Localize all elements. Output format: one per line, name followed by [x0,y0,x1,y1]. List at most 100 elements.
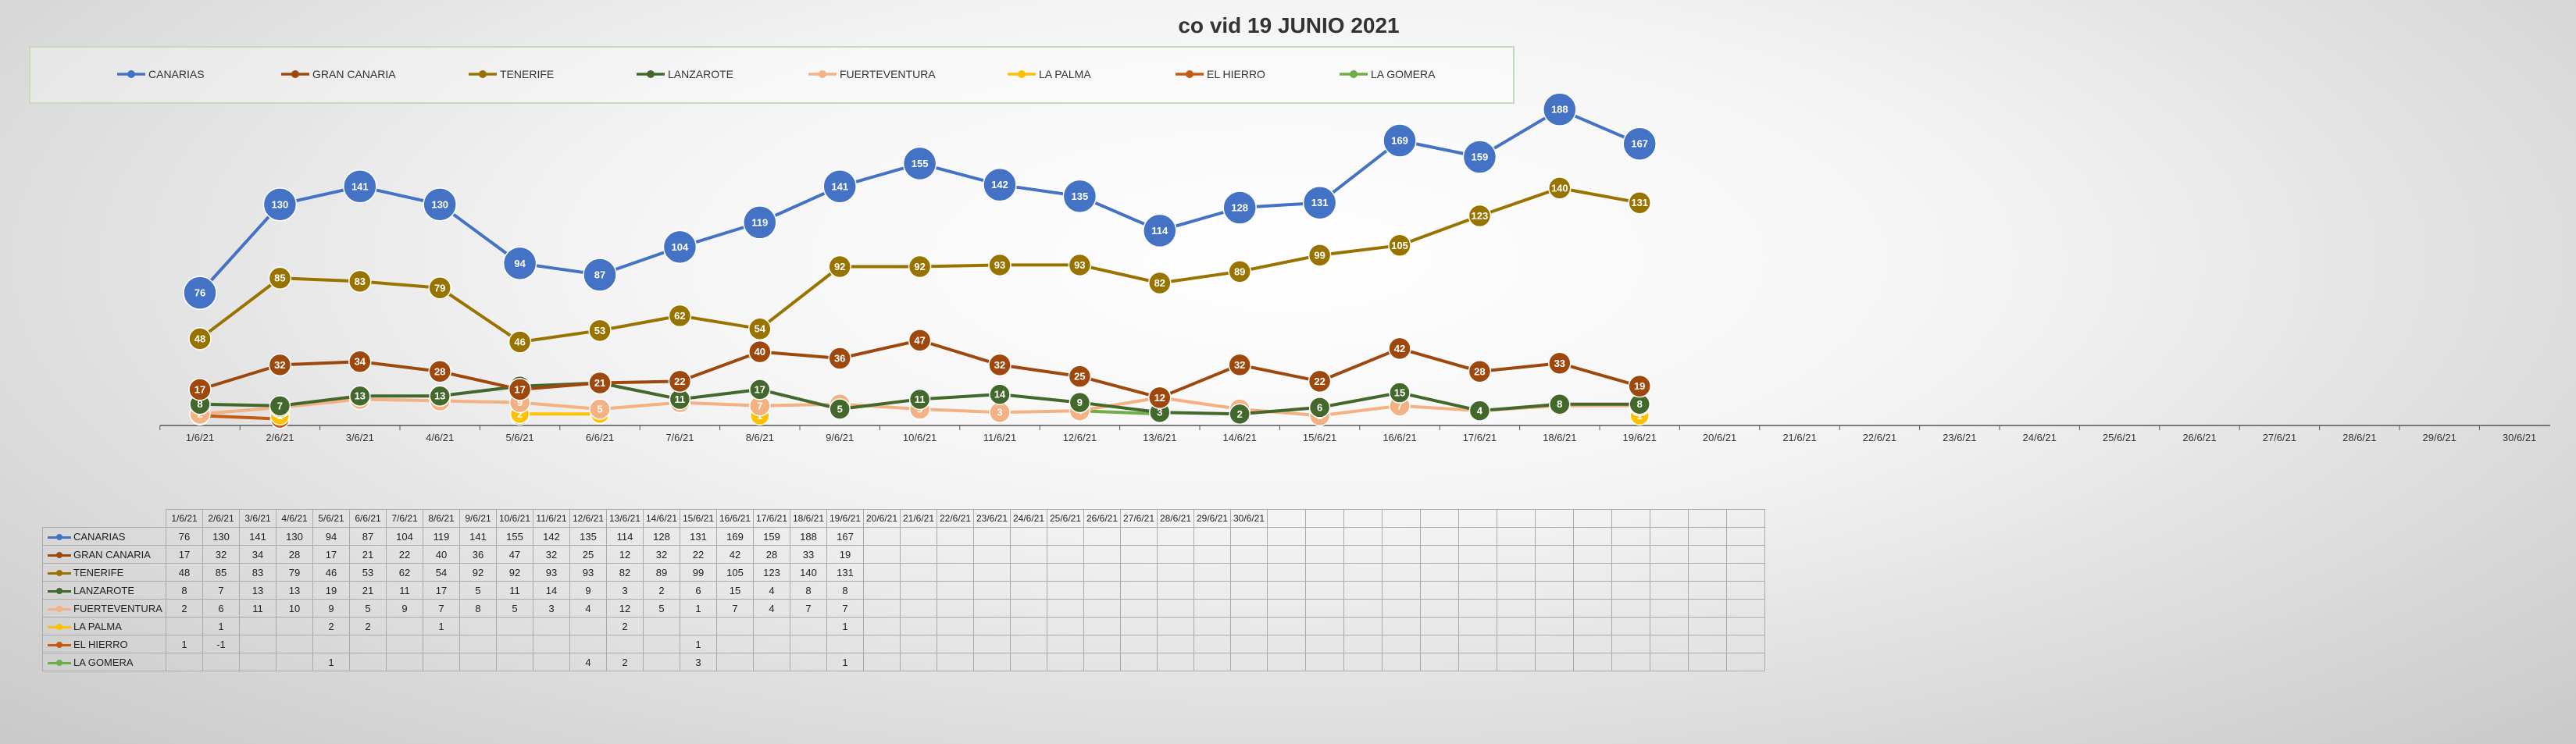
table-cell [863,599,901,618]
data-point [743,205,777,240]
table-cell [1573,527,1612,546]
table-cell [1230,563,1268,582]
table-cell [1267,599,1306,618]
x-tick-label: 30/6/21 [2503,432,2536,443]
table-cell: 62 [386,563,423,582]
data-label: 169 [1391,135,1408,147]
x-tick-label: 19/6/21 [1623,432,1657,443]
x-tick-label: 23/6/21 [1943,432,1976,443]
table-header-cell: 28/6/21 [1157,509,1194,528]
table-header-cell: 9/6/21 [459,509,497,528]
table-cell [1305,635,1344,653]
table-cell [1010,527,1047,546]
table-legend-key [48,569,71,577]
table-cell [1420,563,1459,582]
table-cell: 92 [496,563,533,582]
data-label: 104 [672,241,689,253]
table-cell [1120,581,1158,600]
data-point [908,329,932,352]
table-header-cell: 29/6/21 [1193,509,1231,528]
data-point [269,395,291,417]
table-cell [1382,545,1421,564]
table-row-label: TENERIFE [42,563,166,582]
data-label: 87 [594,269,605,281]
legend-item-el-hierro: EL HIERRO [1176,68,1265,80]
x-tick-label: 29/6/21 [2423,432,2456,443]
table-cell [1420,635,1459,653]
table-cell [1420,599,1459,618]
data-label: 92 [914,261,925,272]
table-cell: 36 [459,545,497,564]
data-label: 36 [834,353,845,365]
legend-label: LANZAROTE [668,68,733,80]
table-cell [423,653,460,671]
table-cell [1688,653,1727,671]
data-point [1308,397,1331,418]
table-cell: 10 [276,599,313,618]
table-cell [423,635,460,653]
table-cell: 87 [349,527,387,546]
table-cell [1535,635,1574,653]
table-header-cell: 30/6/21 [1230,509,1268,528]
table-cell: 93 [569,563,607,582]
table-cell: 76 [166,527,203,546]
table-cell: 17 [312,545,350,564]
table-header-cell: 1/6/21 [166,509,203,528]
table-cell: 167 [826,527,864,546]
data-label: 93 [994,259,1005,271]
data-label: 21 [594,377,605,389]
table-cell [937,545,974,564]
table-cell: 1 [826,617,864,635]
table-header-cell [1573,509,1612,528]
legend-item-tenerife: TENERIFE [469,68,554,80]
data-label: 2 [1237,408,1243,420]
table-cell [1650,581,1689,600]
data-label: 11 [675,393,686,405]
data-point [1383,123,1417,158]
table-cell [1573,635,1612,653]
x-tick-label: 18/6/21 [1543,432,1576,443]
table-cell [1726,527,1765,546]
data-point [1549,393,1571,415]
table-cell [753,635,790,653]
table-header-cell [1535,509,1574,528]
table-cell [312,635,350,653]
data-point [828,255,851,279]
table-cell: 5 [459,581,497,600]
table-cell [716,653,754,671]
data-point [502,246,537,281]
table-cell: 7 [790,599,827,618]
table-cell [1458,563,1497,582]
table-cell: 33 [790,545,827,564]
table-cell [1120,563,1158,582]
data-point [428,276,451,300]
table-cell [1193,653,1231,671]
table-cell [496,617,533,635]
table-cell [973,635,1011,653]
table-header-cell: 21/6/21 [900,509,937,528]
legend-marker [127,70,135,78]
data-label: 17 [194,383,205,395]
table-cell: 155 [496,527,533,546]
table-cell [1688,599,1727,618]
x-tick-label: 20/6/21 [1703,432,1736,443]
table-cell [386,635,423,653]
legend-label: EL HIERRO [1207,68,1265,80]
table-cell [1120,635,1158,653]
data-label: 6 [1317,401,1322,413]
table-cell [459,617,497,635]
data-point [348,350,372,373]
table-cell: 53 [349,563,387,582]
data-label: 9 [517,397,523,408]
table-cell [1688,617,1727,635]
data-point [1543,92,1577,126]
table-cell [1305,599,1344,618]
data-label: 19 [1634,380,1645,392]
table-cell [239,653,277,671]
x-tick-label: 17/6/21 [1463,432,1497,443]
table-cell [606,635,644,653]
table-row-label: LA GOMERA [42,653,166,671]
table-header-cell: 11/6/21 [533,509,570,528]
table-cell [680,617,717,635]
table-cell [1650,617,1689,635]
